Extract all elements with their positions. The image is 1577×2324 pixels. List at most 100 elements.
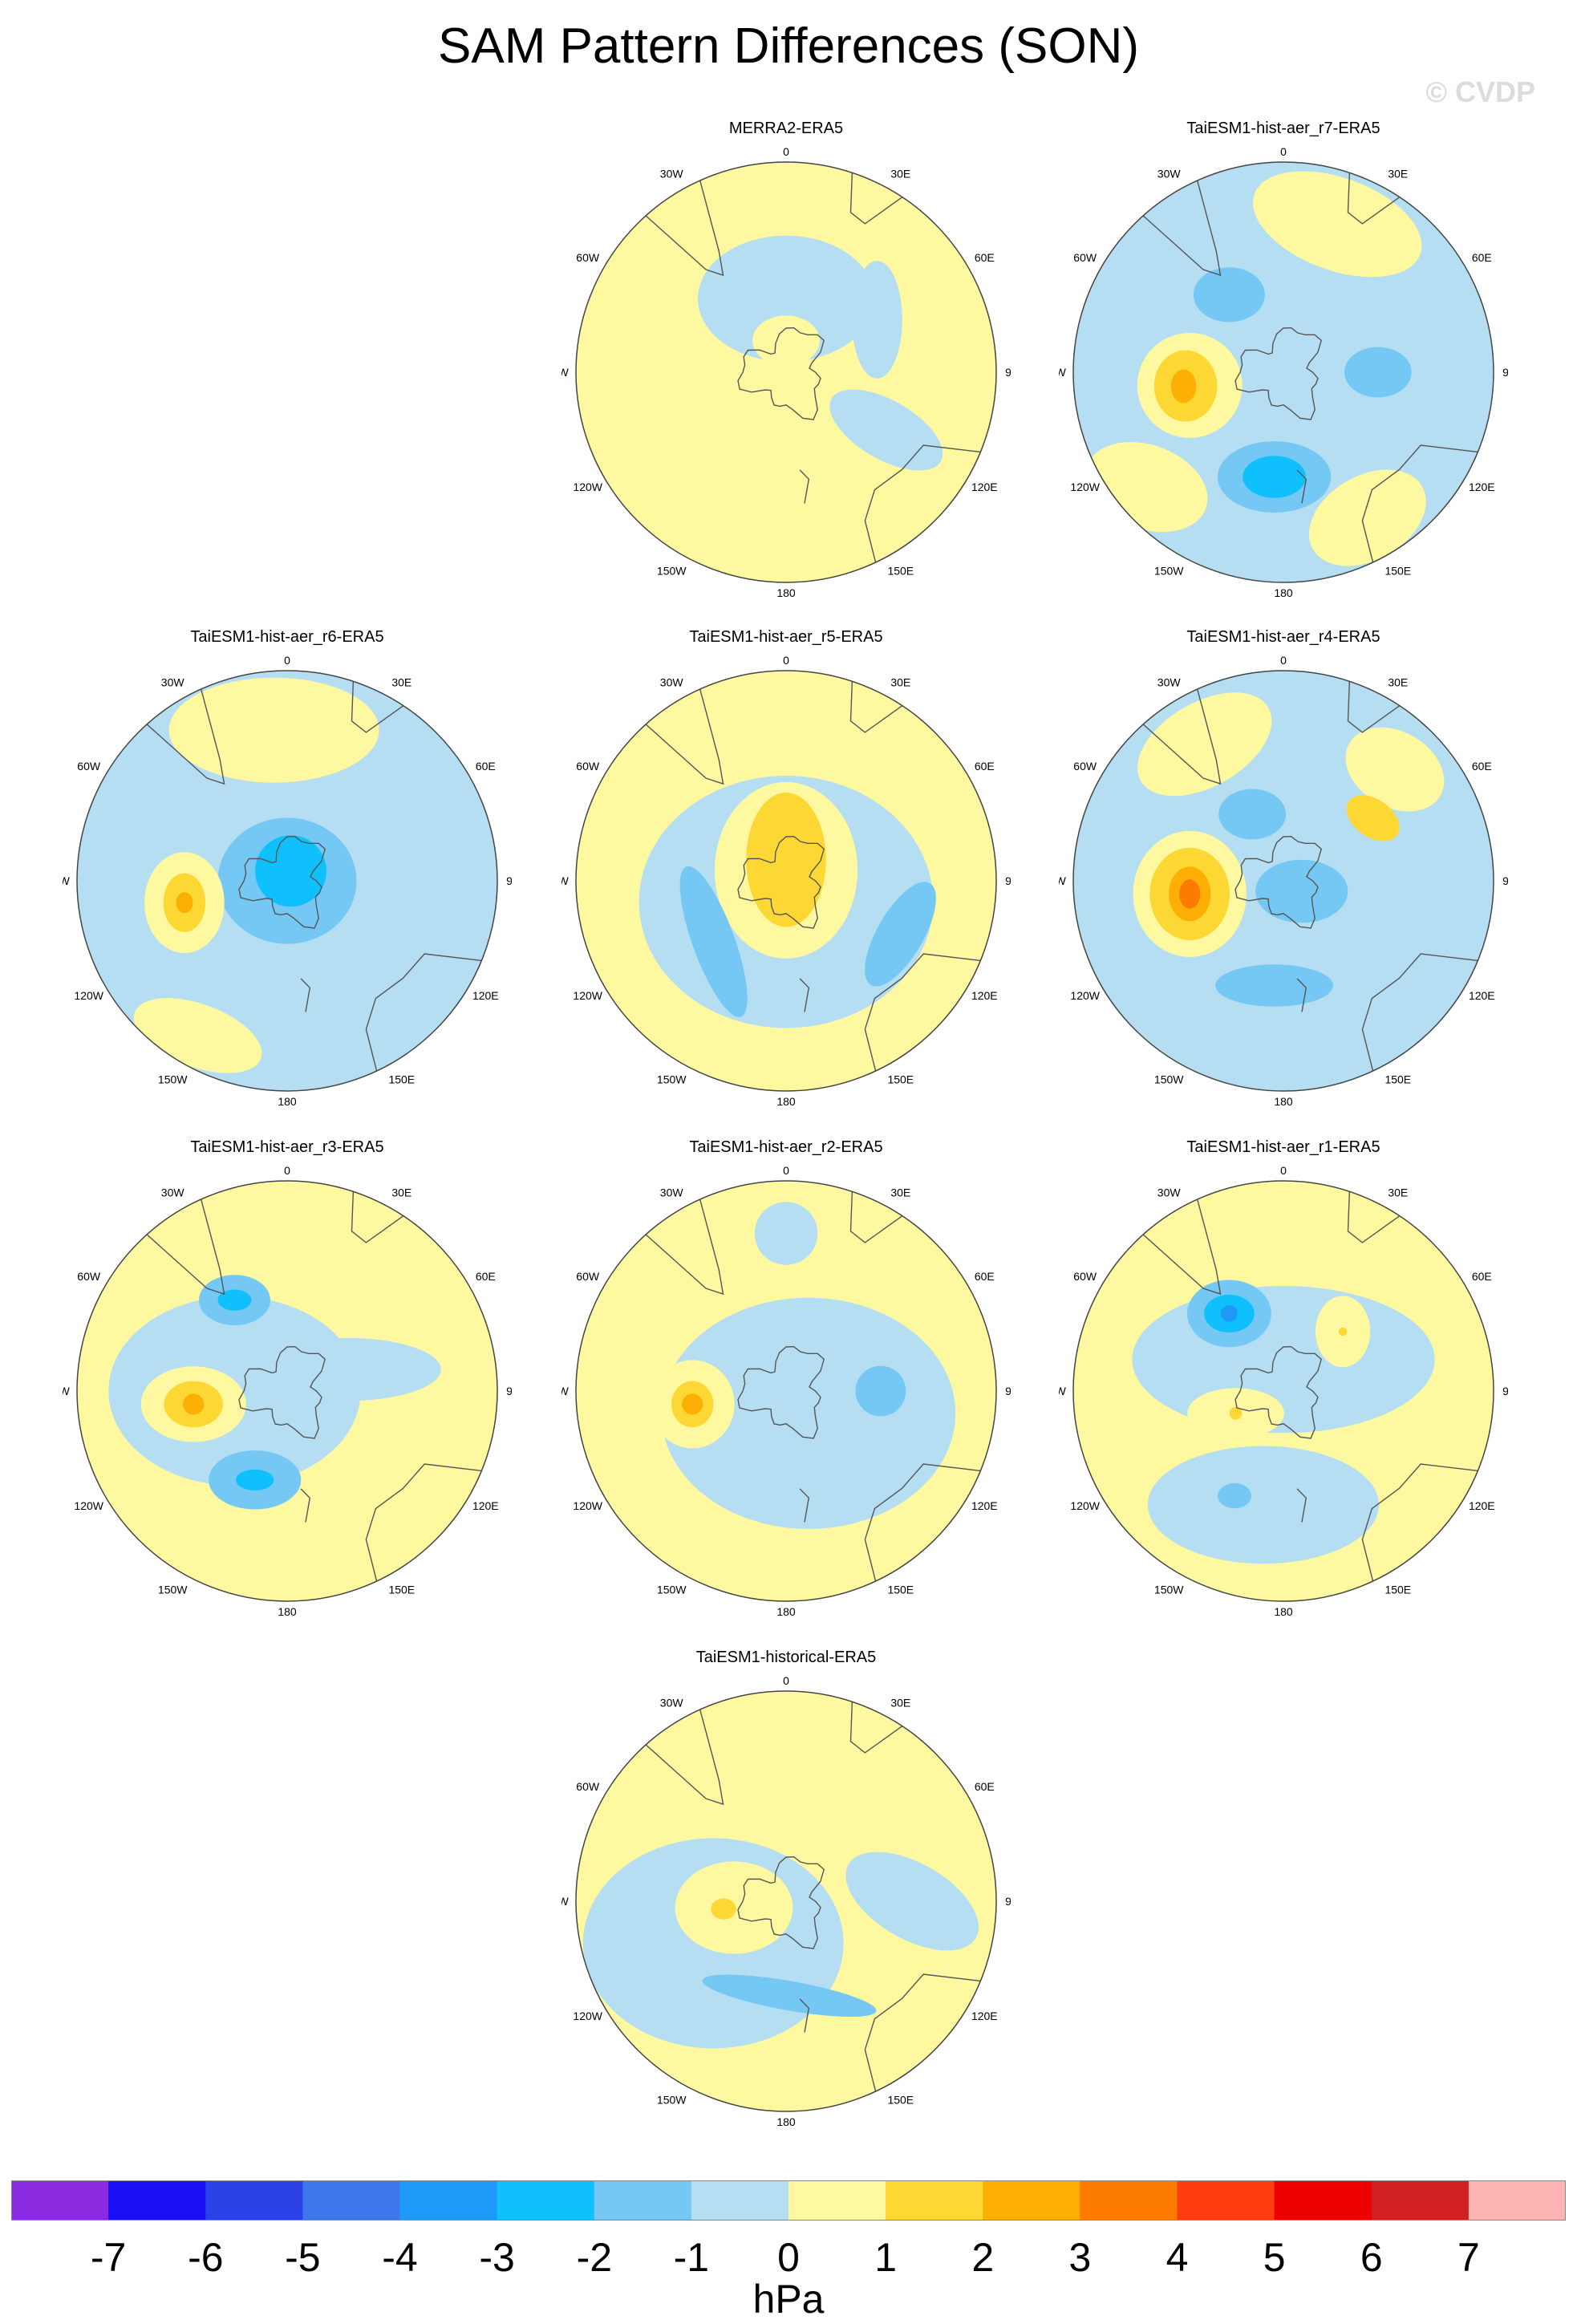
panel-title: TaiESM1-hist-aer_r3-ERA5 [190, 1138, 384, 1156]
colorbar-tick-label: 0 [777, 2235, 800, 2280]
longitude-label: 0 [783, 1164, 789, 1177]
longitude-label: 120E [971, 2010, 998, 2022]
longitude-label: 120E [1469, 989, 1495, 1002]
anomaly-contour [255, 835, 326, 907]
longitude-label: 120E [1469, 1499, 1495, 1512]
longitude-label: 60W [1073, 1270, 1097, 1283]
colorbar [11, 2180, 1566, 2221]
map-boundary-circle [575, 670, 997, 1092]
anomaly-contour [168, 677, 379, 783]
longitude-label: 30E [1388, 676, 1408, 689]
longitude-label: 0 [1280, 654, 1287, 667]
panel-title: TaiESM1-hist-aer_r5-ERA5 [689, 628, 883, 646]
longitude-label: 30W [161, 676, 185, 689]
longitude-label: 90E [1502, 874, 1508, 887]
australia-coastline [1361, 953, 1482, 1076]
africa-coastline [351, 676, 407, 733]
anomaly-contour [1215, 964, 1333, 1007]
longitude-label: 60E [1472, 760, 1492, 773]
longitude-label: 120E [971, 481, 998, 493]
anomaly-contour [1147, 1446, 1380, 1564]
map-background-field [576, 162, 996, 582]
longitude-label: 150W [158, 1583, 188, 1596]
map-panel: TaiESM1-hist-aer_r6-ERA5 0 30E 60E 90E 120E 15… [63, 627, 512, 1117]
anomaly-contour [1137, 692, 1272, 797]
polar-map: 0 30E 60E 90E 120E 150E 180 150W 120W 90W 60W 30W [561, 1164, 1011, 1618]
australia-coastline [864, 1973, 985, 2096]
africa-coastline [849, 1697, 906, 1754]
africa-coastline [849, 1186, 906, 1243]
colorbar-segment [983, 2180, 1080, 2221]
longitude-label: 60E [975, 760, 995, 773]
anomaly-contour [1255, 859, 1348, 923]
anomaly-contour [702, 1974, 877, 2018]
longitude-label: 120W [573, 989, 602, 1002]
anomaly-contour [1193, 267, 1265, 322]
longitude-label: 0 [1280, 145, 1287, 158]
longitude-label: 150W [1154, 1583, 1184, 1596]
anomaly-contour [1338, 1327, 1348, 1336]
longitude-label: 30E [391, 676, 411, 689]
longitude-label: 60E [975, 251, 995, 264]
anomaly-contour [217, 1289, 252, 1311]
map-panel: TaiESM1-hist-aer_r5-ERA5 0 30E 60E 90E 120E 15… [561, 627, 1011, 1117]
map-boundary-circle [1072, 161, 1494, 583]
longitude-label: 90W [561, 366, 570, 379]
colorbar-unit-label: hPa [752, 2277, 825, 2322]
longitude-label: 180 [776, 1095, 796, 1108]
colorbar-tick-label: -7 [90, 2235, 127, 2280]
map-boundary-circle [76, 1180, 498, 1602]
australia-coastline [864, 953, 985, 1076]
longitude-label: 150W [657, 2093, 687, 2106]
anomaly-contour [1218, 789, 1287, 840]
colorbar-segment [1274, 2180, 1372, 2221]
longitude-label: 150E [1384, 1583, 1411, 1596]
colorbar-tick-label: 5 [1263, 2235, 1286, 2280]
longitude-label: 120W [573, 481, 602, 493]
polar-map: 0 30E 60E 90E 120E 150E 180 150W 120W 90W 60W 30W [63, 1164, 512, 1618]
anomaly-contour [1218, 1482, 1252, 1509]
longitude-label: 30E [890, 676, 910, 689]
longitude-label: 30E [890, 1186, 910, 1199]
anomaly-contour [845, 1851, 979, 1951]
anomaly-contour [1308, 469, 1426, 566]
longitude-label: 120E [1469, 481, 1495, 493]
australia-coastline [1361, 444, 1482, 567]
longitude-label: 150E [887, 1073, 914, 1085]
antarctica-coastline [238, 835, 326, 929]
longitude-label: 0 [1280, 1164, 1287, 1177]
longitude-label: 60E [476, 760, 496, 773]
longitude-label: 150E [388, 1073, 415, 1085]
longitude-label: 120W [1070, 989, 1100, 1002]
anomaly-contour [829, 389, 943, 471]
longitude-label: 90E [1502, 366, 1508, 379]
anomaly-contour [1220, 1304, 1238, 1322]
longitude-label: 180 [278, 1095, 297, 1108]
south-america-coastline [1139, 684, 1222, 785]
australia-coastline [365, 1463, 486, 1586]
map-panel: TaiESM1-hist-aer_r7-ERA5 0 30E 60E 90E 120E 15… [1059, 119, 1508, 608]
longitude-label: 0 [284, 654, 290, 667]
polar-map: 0 30E 60E 90E 120E 150E 180 150W 120W 90W 60W 30W [561, 145, 1011, 599]
longitude-label: 90W [561, 1895, 570, 1908]
new-zealand-coastline [799, 978, 810, 1012]
anomaly-contour [236, 1469, 274, 1491]
anomaly-contour [679, 866, 748, 1017]
antarctica-coastline [1234, 326, 1322, 420]
colorbar-tick-label: -2 [576, 2235, 613, 2280]
longitude-label: 30E [391, 1186, 411, 1199]
polar-map: 0 30E 60E 90E 120E 150E 180 150W 120W 90W 60W 30W [1059, 145, 1508, 599]
map-panel: TaiESM1-hist-aer_r3-ERA5 0 30E 60E 90E 120E 15… [63, 1138, 512, 1627]
longitude-label: 150E [1384, 564, 1411, 577]
anomaly-contour [1179, 879, 1201, 909]
anomaly-contour [754, 1202, 818, 1265]
longitude-label: 120W [573, 1499, 602, 1512]
anomaly-contour [1229, 1406, 1243, 1420]
colorbar-tick-label: -6 [188, 2235, 224, 2280]
longitude-label: 60E [476, 1270, 496, 1283]
longitude-label: 90W [1059, 1385, 1067, 1397]
longitude-label: 60E [975, 1270, 995, 1283]
anomaly-contour [661, 1297, 956, 1529]
australia-coastline [365, 953, 486, 1076]
longitude-label: 30W [660, 168, 684, 180]
